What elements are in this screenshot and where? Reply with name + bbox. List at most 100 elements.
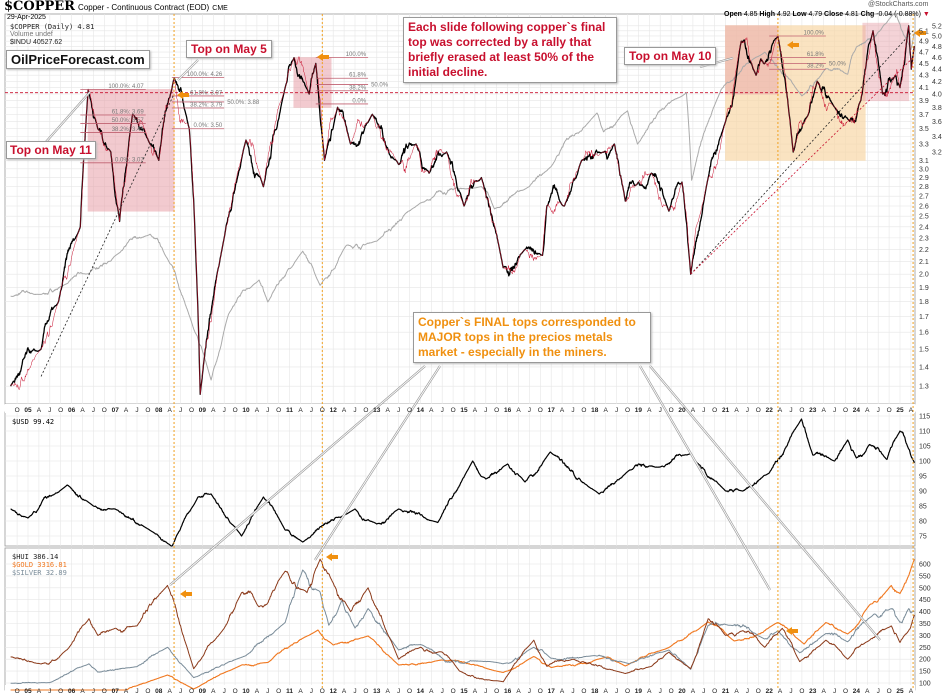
x-tick-label: A <box>604 407 609 414</box>
x-tick-label: A <box>37 407 42 414</box>
x-tick-label: O <box>843 407 848 414</box>
highlight-red-2006 <box>87 88 175 212</box>
hui-line <box>10 558 915 683</box>
high-value: 4.92 <box>776 11 791 18</box>
x-tick-label: 05 <box>24 688 32 695</box>
copper-y-tick-label: 2.0 <box>919 272 929 279</box>
x-tick-label: J <box>353 688 356 695</box>
x-tick-label: 08 <box>155 688 163 695</box>
trendline-2005 <box>40 93 175 377</box>
x-tick-label: A <box>473 407 478 414</box>
copper-y-tick-label: 5.2 <box>932 23 942 30</box>
x-tick-label: J <box>659 688 662 695</box>
x-tick-label: J <box>877 688 880 695</box>
fib-level-label: 38.2%: 3.79 <box>190 103 223 109</box>
x-tick-label: A <box>734 407 739 414</box>
high-label: High <box>759 11 775 18</box>
x-tick-label: 18 <box>591 407 599 414</box>
x-tick-label: J <box>310 407 313 414</box>
x-tick-label: J <box>179 407 182 414</box>
x-tick-label: J <box>833 688 836 695</box>
copper-y-tick-label: 4.6 <box>932 55 942 62</box>
x-tick-label: 19 <box>635 407 643 414</box>
copper-y-tick-label: 2.4 <box>919 224 929 231</box>
copper-y-tick-label: 4.5 <box>919 61 929 68</box>
x-tick-label: J <box>746 688 749 695</box>
copper-y-tick-label: 2.3 <box>919 235 929 242</box>
x-tick-label: J <box>92 688 95 695</box>
x-tick-label: J <box>310 688 313 695</box>
x-tick-label: O <box>276 688 281 695</box>
copper-y-tick-label: 2.9 <box>919 175 929 182</box>
x-tick-label: 06 <box>68 688 76 695</box>
x-tick-label: A <box>386 688 391 695</box>
copper-y-tick-label: 1.9 <box>919 285 929 292</box>
x-tick-label: A <box>822 688 827 695</box>
fib-level-label: 50.0%: 3.57 <box>112 118 145 124</box>
x-tick-label: J <box>615 688 618 695</box>
x-tick-label: 22 <box>766 688 774 695</box>
x-tick-label: 10 <box>242 688 250 695</box>
copper-y-tick-label: 4.8 <box>932 44 942 51</box>
x-tick-label: 24 <box>853 407 861 414</box>
metals-y-tick-label: 450 <box>919 597 931 604</box>
x-tick-label: A <box>604 688 609 695</box>
highlight-red-2011 <box>293 57 332 108</box>
x-tick-label: A <box>298 407 303 414</box>
x-tick-label: J <box>48 407 51 414</box>
copper-y-tick-label: 2.5 <box>919 214 929 221</box>
x-tick-label: O <box>712 688 717 695</box>
copper-y-tick-label: 3.1 <box>919 158 929 165</box>
x-tick-label: A <box>473 688 478 695</box>
x-tick-label: 15 <box>460 688 468 695</box>
x-tick-label: 20 <box>678 407 686 414</box>
x-tick-label: 24 <box>853 688 861 695</box>
fib-level-label: 61.8%: 3.69 <box>112 109 145 115</box>
pointer-2011-inner <box>314 365 441 561</box>
x-tick-label: O <box>451 688 456 695</box>
fib-level-label: 50.0% <box>371 82 389 88</box>
x-tick-label: J <box>484 688 487 695</box>
copper-y-tick-label: 2.1 <box>919 259 929 266</box>
fib-level-label: 61.8% <box>349 73 367 79</box>
x-tick-label: A <box>865 407 870 414</box>
fib-level-label: 100.0% <box>346 52 367 58</box>
legend-volume: Volume undef <box>10 31 53 38</box>
x-tick-label: A <box>778 407 783 414</box>
copper-y-tick-label: 3.9 <box>919 98 929 105</box>
x-tick-label: J <box>135 407 138 414</box>
x-tick-label: O <box>15 688 20 695</box>
x-tick-label: O <box>494 407 499 414</box>
x-tick-label: O <box>233 407 238 414</box>
metals-y-tick-label: 550 <box>919 573 931 580</box>
x-tick-label: O <box>58 407 63 414</box>
x-tick-label: 10 <box>242 407 250 414</box>
copper-y-tick-label: 3.4 <box>932 134 942 141</box>
metals-y-tick-label: 250 <box>919 645 931 652</box>
x-tick-label: O <box>102 688 107 695</box>
x-tick-label: 11 <box>286 407 293 414</box>
x-tick-label: J <box>397 407 400 414</box>
pointer-may-11-inner <box>44 91 91 144</box>
x-tick-label: 23 <box>809 407 817 414</box>
arrow-marker-icon <box>180 590 192 598</box>
x-tick-label: J <box>266 688 269 695</box>
copper-y-tick-label: 1.4 <box>919 364 929 371</box>
chart-header: $COPPER Copper - Continuous Contract (EO… <box>4 0 228 15</box>
usd-y-tick-label: 115 <box>919 414 930 421</box>
copper-y-tick-label: 3.3 <box>919 142 929 149</box>
legend-gold: $GOLD 3316.81 <box>12 561 67 569</box>
metals-y-tick-label: 500 <box>919 585 931 592</box>
x-tick-label: O <box>669 688 674 695</box>
fib-level-label: 0.0% <box>352 98 366 104</box>
copper-y-tick-label: 3.6 <box>932 119 942 126</box>
x-tick-label: A <box>691 407 696 414</box>
arrow-marker-icon <box>914 29 926 37</box>
x-tick-label: O <box>145 407 150 414</box>
x-tick-label: O <box>276 407 281 414</box>
x-tick-label: J <box>571 688 574 695</box>
copper-y-tick-label: 2.2 <box>919 247 929 254</box>
arrow-marker-icon <box>317 53 329 61</box>
usd-y-tick-label: 105 <box>919 444 931 451</box>
low-value: 4.79 <box>808 11 823 18</box>
